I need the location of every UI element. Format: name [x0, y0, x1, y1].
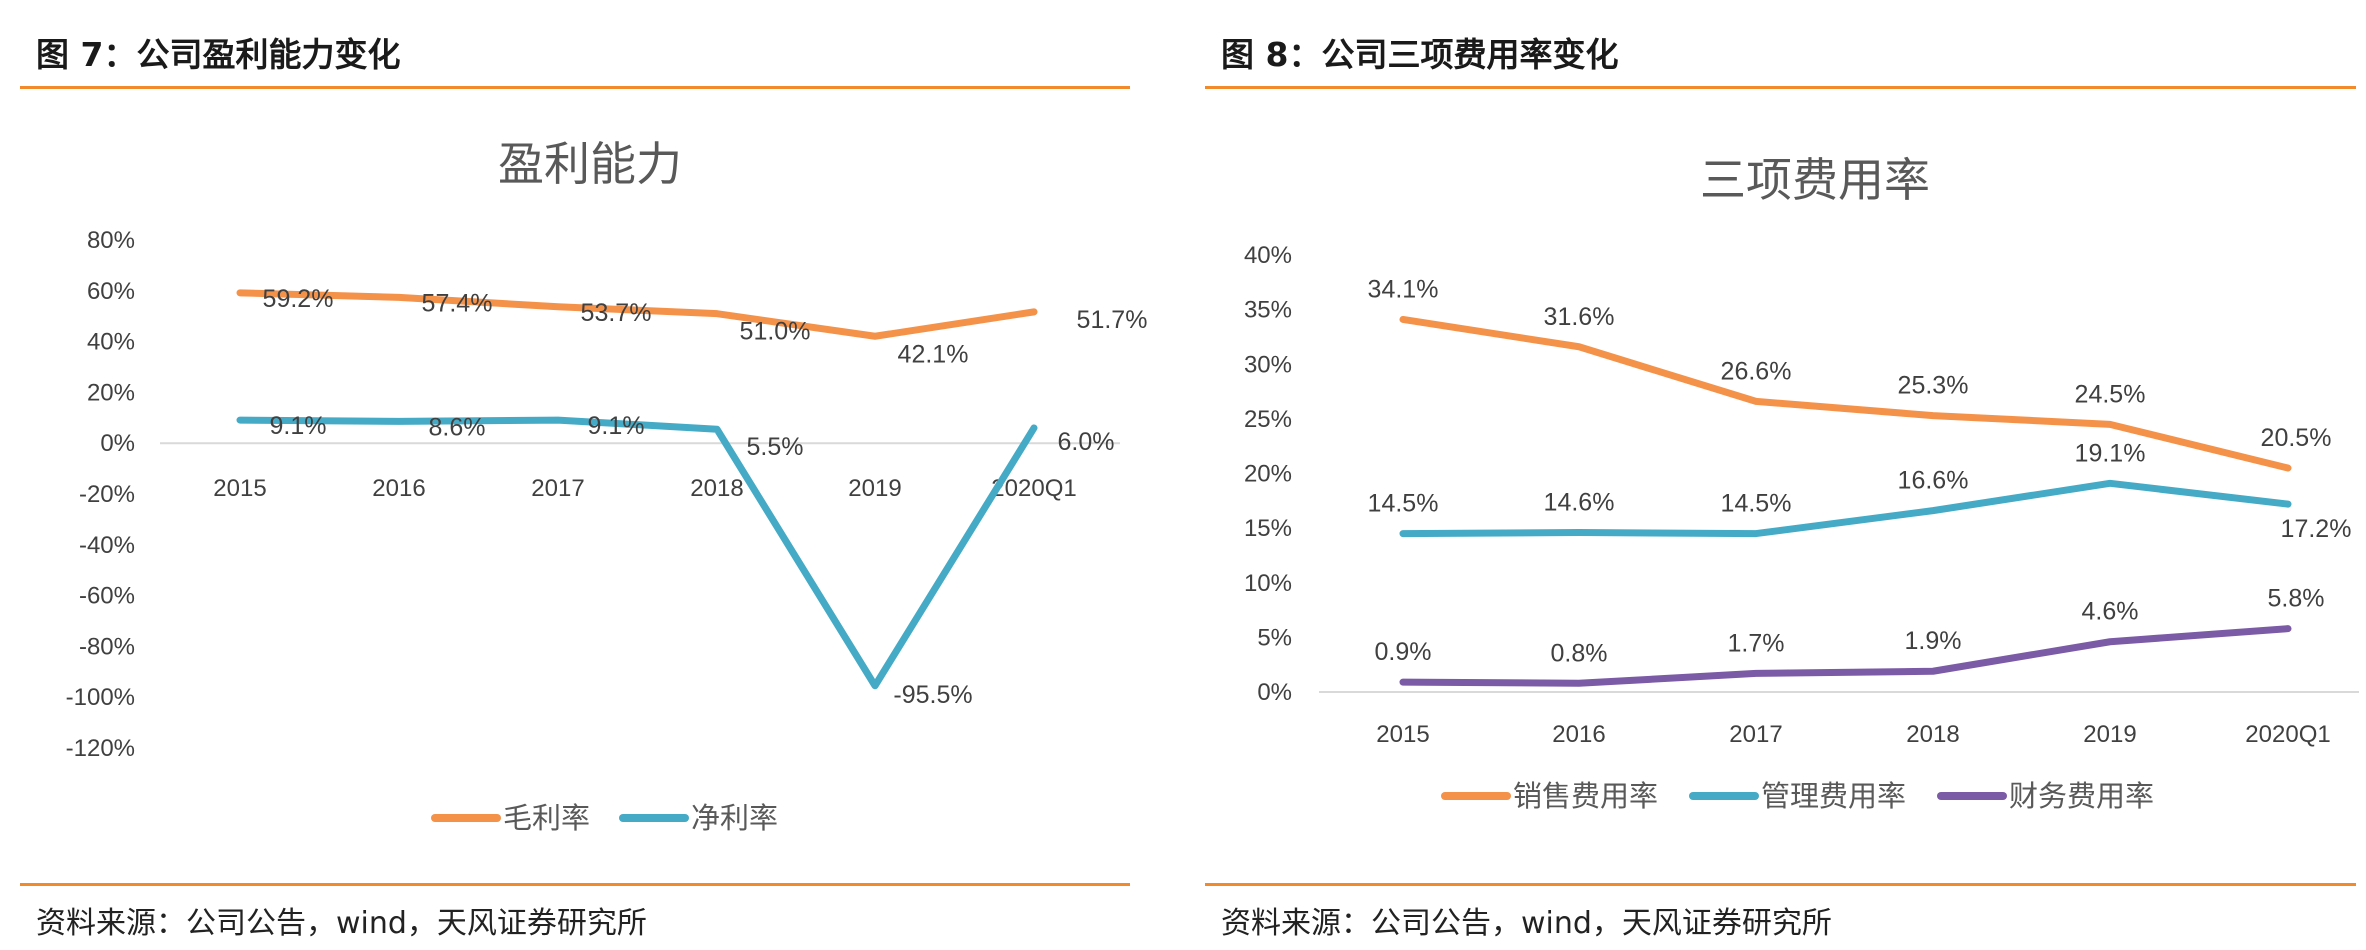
expense-ratio-chart: 三项费用率 40% 35% 30% 25% 20% 15% 10% 5% 0% 2015 2016 20…: [1244, 153, 2359, 813]
y-tick-label: 35%: [1244, 297, 1292, 324]
legend-label: 销售费用率: [1513, 779, 1658, 813]
bottom-divider: [1205, 883, 2356, 886]
source-note: 资料来源：公司公告，wind，天风证券研究所: [1221, 906, 1832, 941]
data-label: 57.4%: [422, 289, 493, 317]
data-label: 19.1%: [2075, 439, 2146, 467]
series-line-2: [236, 416, 1038, 690]
data-label: 5.5%: [747, 433, 804, 461]
figure-7: 图 7：公司盈利能力变化 盈利能力 80% 60% 40% 20% 0% -20% -40% -…: [0, 0, 1148, 950]
data-label: 14.6%: [1544, 488, 1615, 516]
data-label: 1.9%: [1905, 627, 1962, 655]
data-label: 17.2%: [2281, 515, 2352, 543]
data-label: 51.7%: [1077, 306, 1148, 334]
y-tick-label: 30%: [1244, 351, 1292, 378]
y-tick-label: -100%: [66, 684, 135, 711]
data-label: 51.0%: [740, 318, 811, 346]
data-label: 5.8%: [2268, 585, 2325, 613]
data-label: 1.7%: [1728, 629, 1785, 657]
figure-caption: 图 8：公司三项费用率变化: [1221, 35, 1619, 74]
y-tick-label: -40%: [79, 532, 135, 559]
data-label: 6.0%: [1058, 428, 1115, 456]
y-tick-label: 25%: [1244, 406, 1292, 433]
figure-caption: 图 7：公司盈利能力变化: [36, 35, 401, 74]
x-tick-label: 2015: [1376, 721, 1429, 748]
data-label: 14.5%: [1368, 490, 1439, 518]
data-label: 53.7%: [581, 299, 652, 327]
source-note: 资料来源：公司公告，wind，天风证券研究所: [36, 906, 647, 941]
x-tick-label: 2018: [1906, 721, 1959, 748]
x-tick-label: 2015: [213, 475, 266, 502]
legend-label: 净利率: [691, 801, 778, 835]
data-label: 26.6%: [1721, 357, 1792, 385]
y-tick-label: 80%: [87, 227, 135, 254]
y-tick-label: 10%: [1244, 570, 1292, 597]
data-label: 8.6%: [429, 413, 486, 441]
x-tick-label: 2016: [372, 475, 425, 502]
y-tick-label: 0%: [100, 430, 135, 457]
series-line-1: [1399, 315, 2292, 472]
data-label: 42.1%: [898, 340, 969, 368]
data-label: 24.5%: [2075, 380, 2146, 408]
data-label: -95.5%: [893, 681, 972, 709]
data-label: 31.6%: [1544, 303, 1615, 331]
y-tick-label: 20%: [1244, 461, 1292, 488]
top-divider: [20, 86, 1130, 89]
chart-title: 盈利能力: [498, 137, 682, 191]
x-tick-label: 2016: [1552, 721, 1605, 748]
y-tick-label: 40%: [1244, 242, 1292, 269]
data-label: 25.3%: [1898, 372, 1969, 400]
data-label: 0.8%: [1551, 639, 1608, 667]
legend-label: 管理费用率: [1761, 779, 1906, 813]
data-label: 16.6%: [1898, 467, 1969, 495]
profitability-chart: 盈利能力 80% 60% 40% 20% 0% -20% -40% -60% -80% -100% -…: [66, 137, 1148, 835]
legend-label: 毛利率: [503, 801, 590, 835]
y-tick-label: -20%: [79, 481, 135, 508]
series-line-3: [1399, 625, 2292, 687]
bottom-divider: [20, 883, 1130, 886]
x-tick-label: 2017: [531, 475, 584, 502]
data-label: 9.1%: [588, 412, 645, 440]
y-tick-label: 0%: [1257, 679, 1292, 706]
chart-title: 三项费用率: [1700, 153, 1930, 207]
figure-8: 图 8：公司三项费用率变化 三项费用率 40% 35% 30% 25% 20% 15% 10%…: [1185, 0, 2366, 950]
y-tick-label: -80%: [79, 633, 135, 660]
y-tick-label: 20%: [87, 379, 135, 406]
data-label: 20.5%: [2261, 424, 2332, 452]
data-label: 0.9%: [1375, 638, 1432, 666]
legend-label: 财务费用率: [2009, 779, 2154, 813]
y-tick-label: 60%: [87, 278, 135, 305]
y-tick-label: 40%: [87, 329, 135, 356]
data-label: 14.5%: [1721, 490, 1792, 518]
data-label: 9.1%: [270, 412, 327, 440]
x-tick-label: 2020Q1: [2245, 721, 2330, 748]
x-tick-label: 2019: [848, 475, 901, 502]
data-label: 4.6%: [2082, 598, 2139, 626]
x-tick-label: 2018: [690, 475, 743, 502]
y-tick-label: 5%: [1257, 624, 1292, 651]
series-line-2: [1399, 479, 2292, 538]
y-tick-label: -120%: [66, 735, 135, 762]
x-tick-label: 2017: [1729, 721, 1782, 748]
x-tick-label: 2019: [2083, 721, 2136, 748]
top-divider: [1205, 86, 2356, 89]
data-label: 34.1%: [1368, 275, 1439, 303]
data-label: 59.2%: [263, 285, 334, 313]
series-line-1: [236, 289, 1038, 340]
y-tick-label: 15%: [1244, 515, 1292, 542]
y-tick-label: -60%: [79, 583, 135, 610]
